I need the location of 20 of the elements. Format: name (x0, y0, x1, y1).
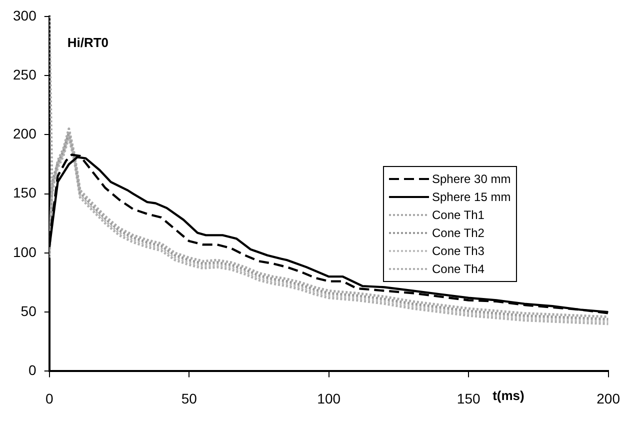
x-tick-label: 0 (45, 390, 54, 406)
legend-label: Cone Th2 (432, 226, 484, 240)
x-tick-label: 200 (596, 390, 620, 406)
x-tick-label: 150 (456, 390, 480, 406)
legend-label: Cone Th3 (432, 244, 484, 258)
x-tick-label: 100 (317, 390, 341, 406)
legend-label: Cone Th4 (432, 262, 484, 276)
y-axis-title: Hi/RT0 (67, 34, 109, 50)
legend-label: Sphere 30 mm (432, 172, 511, 186)
y-tick-label: 150 (13, 184, 37, 201)
y-tick-label: 250 (13, 66, 37, 82)
x-axis-title: t(ms) (492, 388, 524, 403)
y-tick-label: 300 (13, 7, 37, 24)
x-tick-label: 50 (181, 390, 198, 406)
legend-label: Sphere 15 mm (432, 190, 511, 204)
y-tick-label: 0 (28, 362, 37, 378)
y-tick-label: 100 (13, 244, 37, 260)
legend-label: Cone Th1 (432, 208, 484, 222)
y-tick-label: 200 (13, 126, 37, 142)
y-tick-label: 50 (20, 302, 37, 319)
